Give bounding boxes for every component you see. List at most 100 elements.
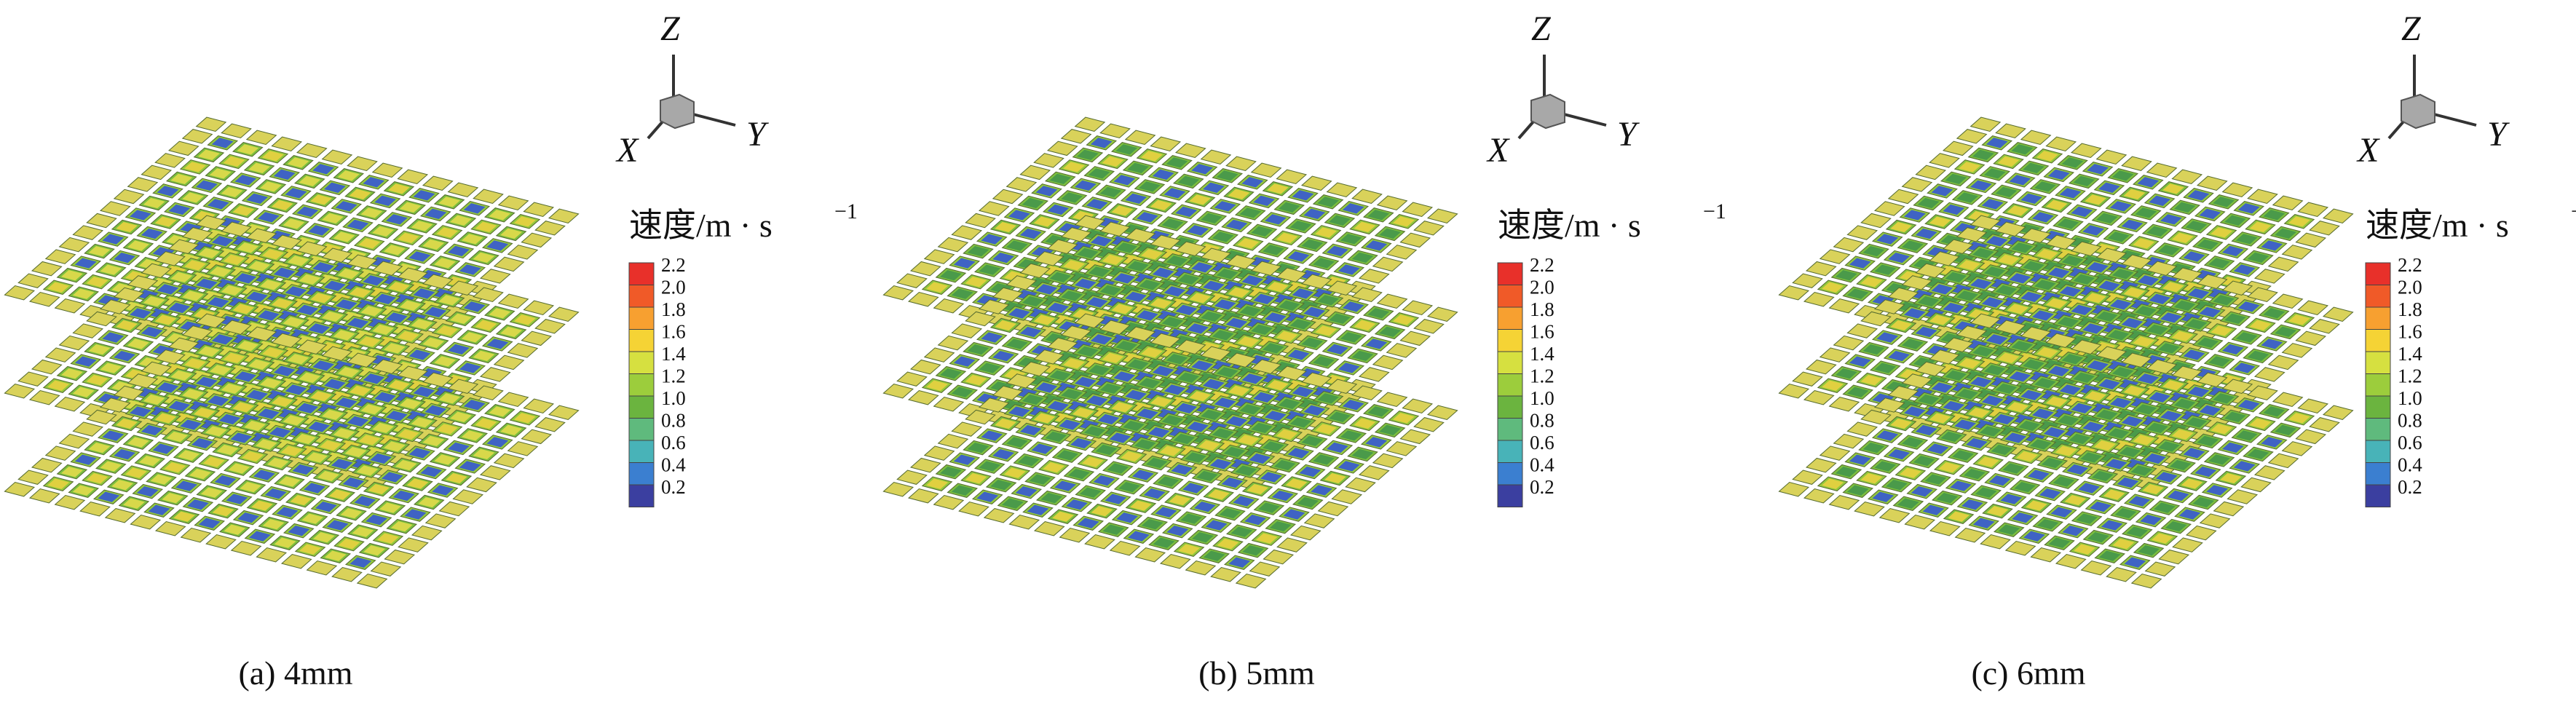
plate-spot <box>2121 416 2144 427</box>
plate-cell <box>907 488 939 504</box>
plate-spot <box>1929 314 1951 325</box>
plate-spot <box>1049 370 1072 381</box>
plate-spot <box>1271 490 1294 502</box>
legend-tick-label: 0.2 <box>1530 476 1554 498</box>
plate-spot <box>1131 470 1154 480</box>
plate-cell <box>422 372 454 388</box>
plate-spot <box>1915 424 1937 436</box>
plate-spot <box>449 215 472 226</box>
plate-spot <box>2146 422 2169 434</box>
plate-cell <box>370 561 402 577</box>
plate-spot <box>1367 210 1390 221</box>
plate-cell <box>2095 247 2127 264</box>
plate-cell <box>1956 227 1988 242</box>
plate-spot <box>2061 157 2084 168</box>
legend-tick-label: 0.8 <box>661 410 686 432</box>
plate-cell <box>2221 182 2253 198</box>
plate-spot <box>475 320 497 330</box>
plate-spot <box>2025 500 2047 511</box>
plate-spot <box>221 186 243 198</box>
plate-spot <box>273 169 296 180</box>
panel: Z Y X 速度/m · s −1 2.22.01.81.61.41.21.00.80.6… <box>882 9 1726 692</box>
plate-spot <box>1052 511 1075 522</box>
plate-cell <box>17 371 49 387</box>
plate-spot <box>2221 245 2244 257</box>
plate-spot <box>232 402 255 413</box>
plate-cell <box>1134 547 1166 563</box>
plate-spot <box>1157 476 1180 487</box>
plate-cell <box>397 169 429 185</box>
plate-spot <box>2095 311 2118 322</box>
plate-spot <box>1182 483 1205 494</box>
plate-spot <box>434 258 457 269</box>
plate-spot <box>2014 481 2036 493</box>
plate-cell <box>127 177 159 192</box>
plate-spot <box>381 472 403 483</box>
plate-spot <box>197 247 220 258</box>
plate-spot <box>1228 287 1250 298</box>
plate-spot <box>2059 384 2082 395</box>
plate-cell <box>1060 227 1092 242</box>
plate-spot <box>1125 193 1147 205</box>
plate-spot <box>1915 228 1937 239</box>
plate-spot <box>1266 380 1289 391</box>
plate-spot <box>1995 383 2018 395</box>
plate-spot <box>2034 280 2056 290</box>
plate-spot <box>1205 520 1228 531</box>
plate-cell <box>2247 385 2278 401</box>
plate-spot <box>1242 545 1265 556</box>
plate-spot <box>1019 424 1042 436</box>
plate-spot <box>1901 437 1924 448</box>
plate-cell <box>2144 561 2176 577</box>
plate-spot <box>228 463 250 474</box>
plate-spot <box>1959 260 1981 271</box>
plate-spot <box>1152 365 1174 376</box>
plate-spot <box>88 245 111 257</box>
plate-spot <box>461 234 483 245</box>
plate-cell <box>306 560 338 576</box>
plate-cell <box>2171 267 2203 283</box>
plate-cell <box>1887 287 1919 303</box>
plate-cell <box>1358 367 1390 382</box>
plate-spot <box>383 441 406 452</box>
plate-cell <box>72 421 104 437</box>
plate-spot <box>379 502 401 513</box>
plate-spot <box>218 413 241 425</box>
plate-cell <box>1942 337 1974 353</box>
plate-cell <box>497 293 529 309</box>
plate-cell <box>2297 398 2329 414</box>
plate-spot <box>1209 459 1232 470</box>
plate-spot <box>321 213 344 224</box>
plate-cell <box>1399 232 1431 248</box>
plate-spot <box>273 267 296 278</box>
plate-spot <box>1888 350 1911 362</box>
plate-spot <box>413 190 435 201</box>
plate-spot <box>399 398 422 409</box>
plate-cell <box>245 326 277 342</box>
plate-spot <box>1959 162 1981 173</box>
plate-spot <box>141 424 163 436</box>
plate-spot <box>72 288 95 299</box>
plate-spot <box>141 326 163 338</box>
plate-spot <box>2023 162 2045 173</box>
plate-spot <box>333 428 355 439</box>
plate-spot <box>1207 489 1230 500</box>
plate-spot <box>1049 272 1072 283</box>
plate-cell <box>1969 215 2002 231</box>
plate-cell <box>896 273 928 288</box>
plate-cell <box>1792 470 1823 485</box>
plate-cell <box>221 221 252 237</box>
plate-spot <box>2111 367 2134 378</box>
plate-spot <box>47 282 70 293</box>
plate-spot <box>1109 432 1131 443</box>
plate-spot <box>47 380 70 391</box>
plate-spot <box>2036 151 2058 162</box>
plate-spot <box>2221 344 2244 355</box>
plate-spot <box>154 413 177 424</box>
plate-cell <box>1805 261 1837 277</box>
plate-cell <box>1819 445 1851 461</box>
plate-spot <box>408 349 431 360</box>
plate-spot <box>47 478 70 489</box>
plate-spot <box>1315 424 1338 435</box>
plate-spot <box>2224 411 2246 422</box>
